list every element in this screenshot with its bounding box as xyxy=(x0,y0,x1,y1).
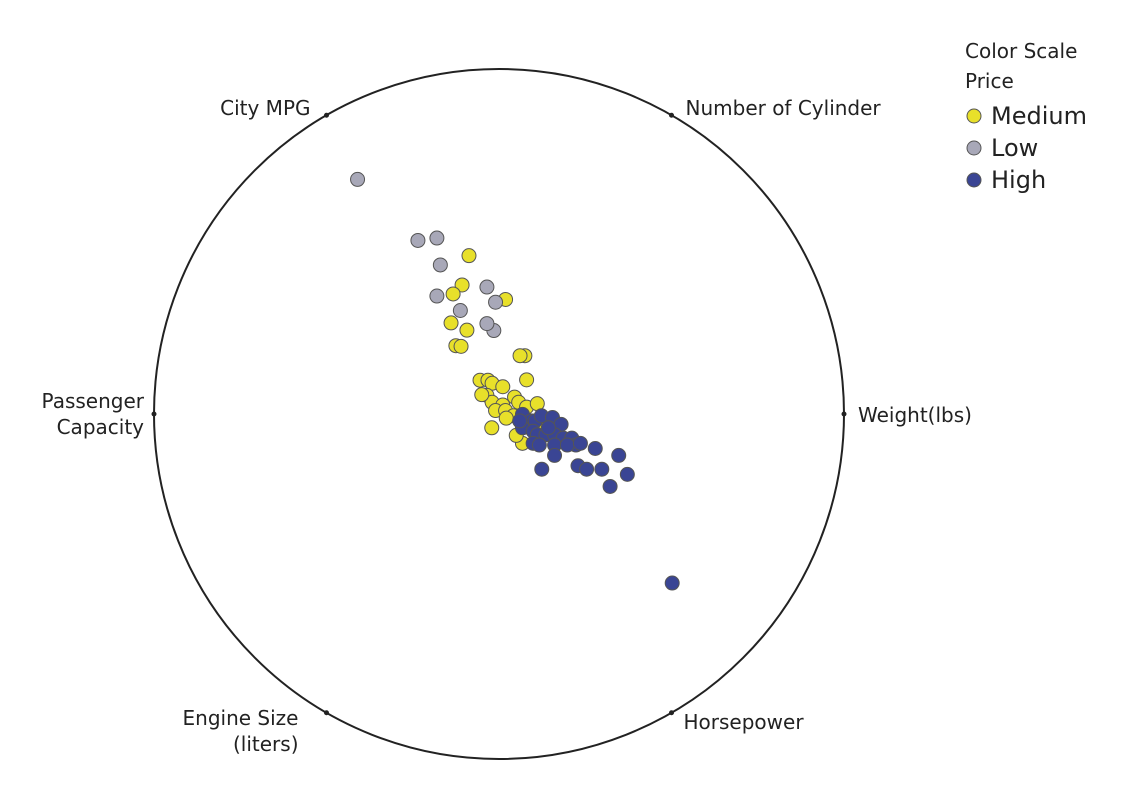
data-point xyxy=(498,410,514,426)
data-point xyxy=(443,315,459,331)
data-point xyxy=(519,372,535,388)
anchor-label-line: City MPG xyxy=(220,96,310,120)
data-point xyxy=(587,441,603,456)
data-point xyxy=(559,437,575,453)
data-point xyxy=(540,420,556,436)
data-point xyxy=(488,294,504,310)
anchor-label: Number of Cylinder xyxy=(686,96,882,120)
data-point xyxy=(479,279,495,295)
data-point xyxy=(594,461,610,477)
data-point xyxy=(454,277,470,293)
anchor-group: City MPG Number of Cylinder Weight(lbs) Hor… xyxy=(42,96,972,756)
data-point xyxy=(453,338,469,354)
anchor-label-line: Passenger xyxy=(42,389,145,413)
data-point xyxy=(452,303,468,318)
anchor-marker xyxy=(841,411,847,417)
data-point xyxy=(350,171,366,187)
legend-title: Color Scale xyxy=(965,39,1077,63)
anchor-label: City MPG xyxy=(220,96,310,120)
data-point xyxy=(429,288,445,304)
data-point xyxy=(619,466,635,482)
anchor-label: Weight(lbs) xyxy=(858,403,972,427)
anchor-label-line: Horsepower xyxy=(684,710,805,734)
anchor-label-line: Engine Size xyxy=(183,706,299,730)
anchor-label-line: Number of Cylinder xyxy=(686,96,882,120)
data-point xyxy=(474,387,490,403)
data-point xyxy=(479,316,495,332)
anchor-label: Passenger Capacity xyxy=(42,389,145,439)
data-point xyxy=(531,437,547,453)
data-point xyxy=(512,413,528,429)
legend-swatch xyxy=(966,140,982,156)
anchor-label-line: Weight(lbs) xyxy=(858,403,972,427)
legend-swatch xyxy=(966,108,982,124)
data-point xyxy=(429,230,445,246)
legend-label: High xyxy=(991,166,1046,194)
anchor-marker xyxy=(324,112,329,118)
legend-label: Low xyxy=(991,134,1038,162)
anchor-marker xyxy=(324,710,329,716)
anchor-label-line: Capacity xyxy=(57,415,145,439)
data-point xyxy=(459,322,475,338)
legend-label: Medium xyxy=(991,102,1087,130)
point-group xyxy=(350,171,680,591)
data-point xyxy=(432,257,448,273)
legend: Color Scale Price Medium Low High xyxy=(965,39,1087,194)
legend-title: Price xyxy=(965,69,1014,93)
data-point xyxy=(579,461,595,477)
data-point xyxy=(410,232,426,248)
data-point xyxy=(495,379,511,395)
anchor-label: Engine Size (liters) xyxy=(183,706,299,756)
anchor-label-line: (liters) xyxy=(233,732,299,756)
data-point xyxy=(484,420,500,436)
anchor-label: Horsepower xyxy=(684,710,805,734)
data-point xyxy=(445,286,461,302)
data-point xyxy=(512,348,528,364)
anchor-marker xyxy=(151,411,157,417)
data-point xyxy=(602,478,618,494)
data-point xyxy=(461,248,477,264)
data-point xyxy=(664,575,680,591)
data-point xyxy=(572,435,588,451)
anchor-marker xyxy=(669,710,674,716)
legend-swatch xyxy=(966,172,982,188)
data-point xyxy=(534,461,550,477)
data-point xyxy=(611,447,627,463)
data-point xyxy=(547,447,563,463)
anchor-marker xyxy=(669,112,674,118)
